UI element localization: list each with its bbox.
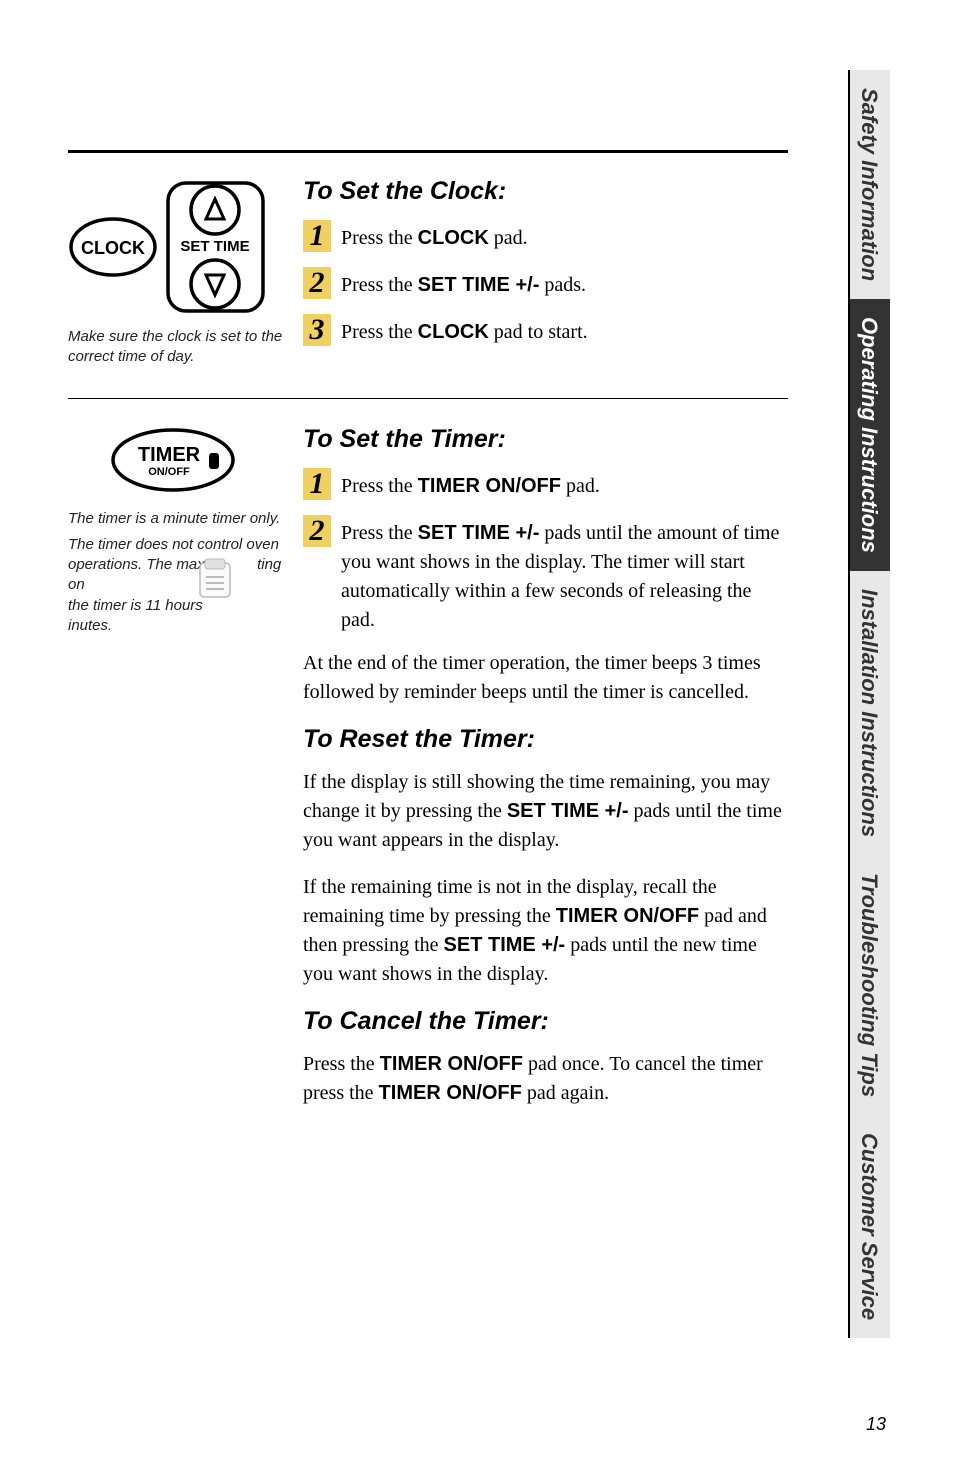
timer-section: TIMER ON/OFF The timer is a minute timer… <box>68 425 788 1126</box>
step-text: Press the CLOCK pad. <box>341 220 528 253</box>
step-text: Press the TIMER ON/OFF pad. <box>341 468 600 501</box>
txt: inutes. <box>68 617 112 634</box>
tab-operating: Operating Instructions <box>848 299 890 571</box>
txt-bold: SET TIME +/- <box>507 800 629 822</box>
timer-end-para: At the end of the timer operation, the t… <box>303 649 788 707</box>
timer-step-2: 2 Press the SET TIME +/- pads until the … <box>303 515 788 635</box>
txt-bold: CLOCK <box>418 321 489 343</box>
top-rule <box>68 150 788 153</box>
txt: pad. <box>561 475 600 497</box>
page-content: CLOCK SET TIME Make sure the clock is se… <box>68 150 788 1156</box>
timer-left: TIMER ON/OFF The timer is a minute timer… <box>68 425 303 1126</box>
tab-troubleshooting: Troubleshooting Tips <box>848 855 890 1115</box>
step-text: Press the SET TIME +/- pads until the am… <box>341 515 788 635</box>
step-number: 2 <box>303 267 331 299</box>
clock-settime-icon: CLOCK SET TIME <box>68 177 288 317</box>
txt: the timer is 11 hours <box>68 597 203 614</box>
txt: pads. <box>539 274 586 296</box>
timer-caption-1: The timer is a minute timer only. <box>68 509 285 529</box>
step-number: 1 <box>303 468 331 500</box>
timer-title: To Set the Timer: <box>303 425 788 454</box>
divider-rule <box>68 398 788 399</box>
tab-customer: Customer Service <box>848 1115 890 1338</box>
clock-step-2: 2 Press the SET TIME +/- pads. <box>303 267 788 300</box>
cancel-p1: Press the TIMER ON/OFF pad once. To canc… <box>303 1050 788 1108</box>
clock-left: CLOCK SET TIME Make sure the clock is se… <box>68 177 303 368</box>
timer-icon: TIMER ON/OFF <box>97 425 257 495</box>
txt: The timer does not control oven operatio… <box>68 536 279 573</box>
txt-bold: TIMER ON/OFF <box>556 905 699 927</box>
step-text: Press the CLOCK pad to start. <box>341 314 588 347</box>
txt: Press the <box>341 475 418 497</box>
clock-step-3: 3 Press the CLOCK pad to start. <box>303 314 788 347</box>
txt: pad again. <box>522 1082 609 1104</box>
sidebar-tabs: Safety Information Operating Instruction… <box>848 70 890 1338</box>
step-number: 3 <box>303 314 331 346</box>
clock-caption: Make sure the clock is set to the correc… <box>68 327 285 368</box>
reset-title: To Reset the Timer: <box>303 725 788 754</box>
clock-right: To Set the Clock: 1 Press the CLOCK pad.… <box>303 177 788 368</box>
settime-icon-text: SET TIME <box>180 238 249 255</box>
txt-bold: TIMER ON/OFF <box>380 1053 523 1075</box>
step-number: 2 <box>303 515 331 547</box>
clock-title: To Set the Clock: <box>303 177 788 206</box>
txt-bold: TIMER ON/OFF <box>379 1082 522 1104</box>
reset-p1: If the display is still showing the time… <box>303 768 788 855</box>
txt: Press the <box>341 522 418 544</box>
clock-step-1: 1 Press the CLOCK pad. <box>303 220 788 253</box>
tab-installation: Installation Instructions <box>848 571 890 855</box>
txt: Press the <box>341 274 418 296</box>
txt: pad to start. <box>489 321 588 343</box>
timer-caption-2: The timer does not control oven operatio… <box>68 535 285 636</box>
timer-right: To Set the Timer: 1 Press the TIMER ON/O… <box>303 425 788 1126</box>
timer-icon-text1: TIMER <box>137 444 200 466</box>
timer-icon-text2: ON/OFF <box>148 466 190 478</box>
txt-bold: SET TIME +/- <box>418 274 540 296</box>
step-text: Press the SET TIME +/- pads. <box>341 267 586 300</box>
txt: Press the <box>341 227 418 249</box>
reset-p2: If the remaining time is not in the disp… <box>303 873 788 989</box>
timer-step-1: 1 Press the TIMER ON/OFF pad. <box>303 468 788 501</box>
clock-icon-text: CLOCK <box>81 238 145 258</box>
txt-bold: TIMER ON/OFF <box>418 475 561 497</box>
txt: pad. <box>489 227 528 249</box>
txt-bold: SET TIME +/- <box>418 522 540 544</box>
tab-safety: Safety Information <box>848 70 890 299</box>
txt-bold: CLOCK <box>418 227 489 249</box>
page-number: 13 <box>866 1414 886 1435</box>
clock-section: CLOCK SET TIME Make sure the clock is se… <box>68 177 788 368</box>
txt: Press the <box>303 1053 380 1075</box>
step-number: 1 <box>303 220 331 252</box>
cancel-title: To Cancel the Timer: <box>303 1007 788 1036</box>
document-overlay-icon <box>196 557 238 601</box>
txt-bold: SET TIME +/- <box>444 934 566 956</box>
txt: Press the <box>341 321 418 343</box>
